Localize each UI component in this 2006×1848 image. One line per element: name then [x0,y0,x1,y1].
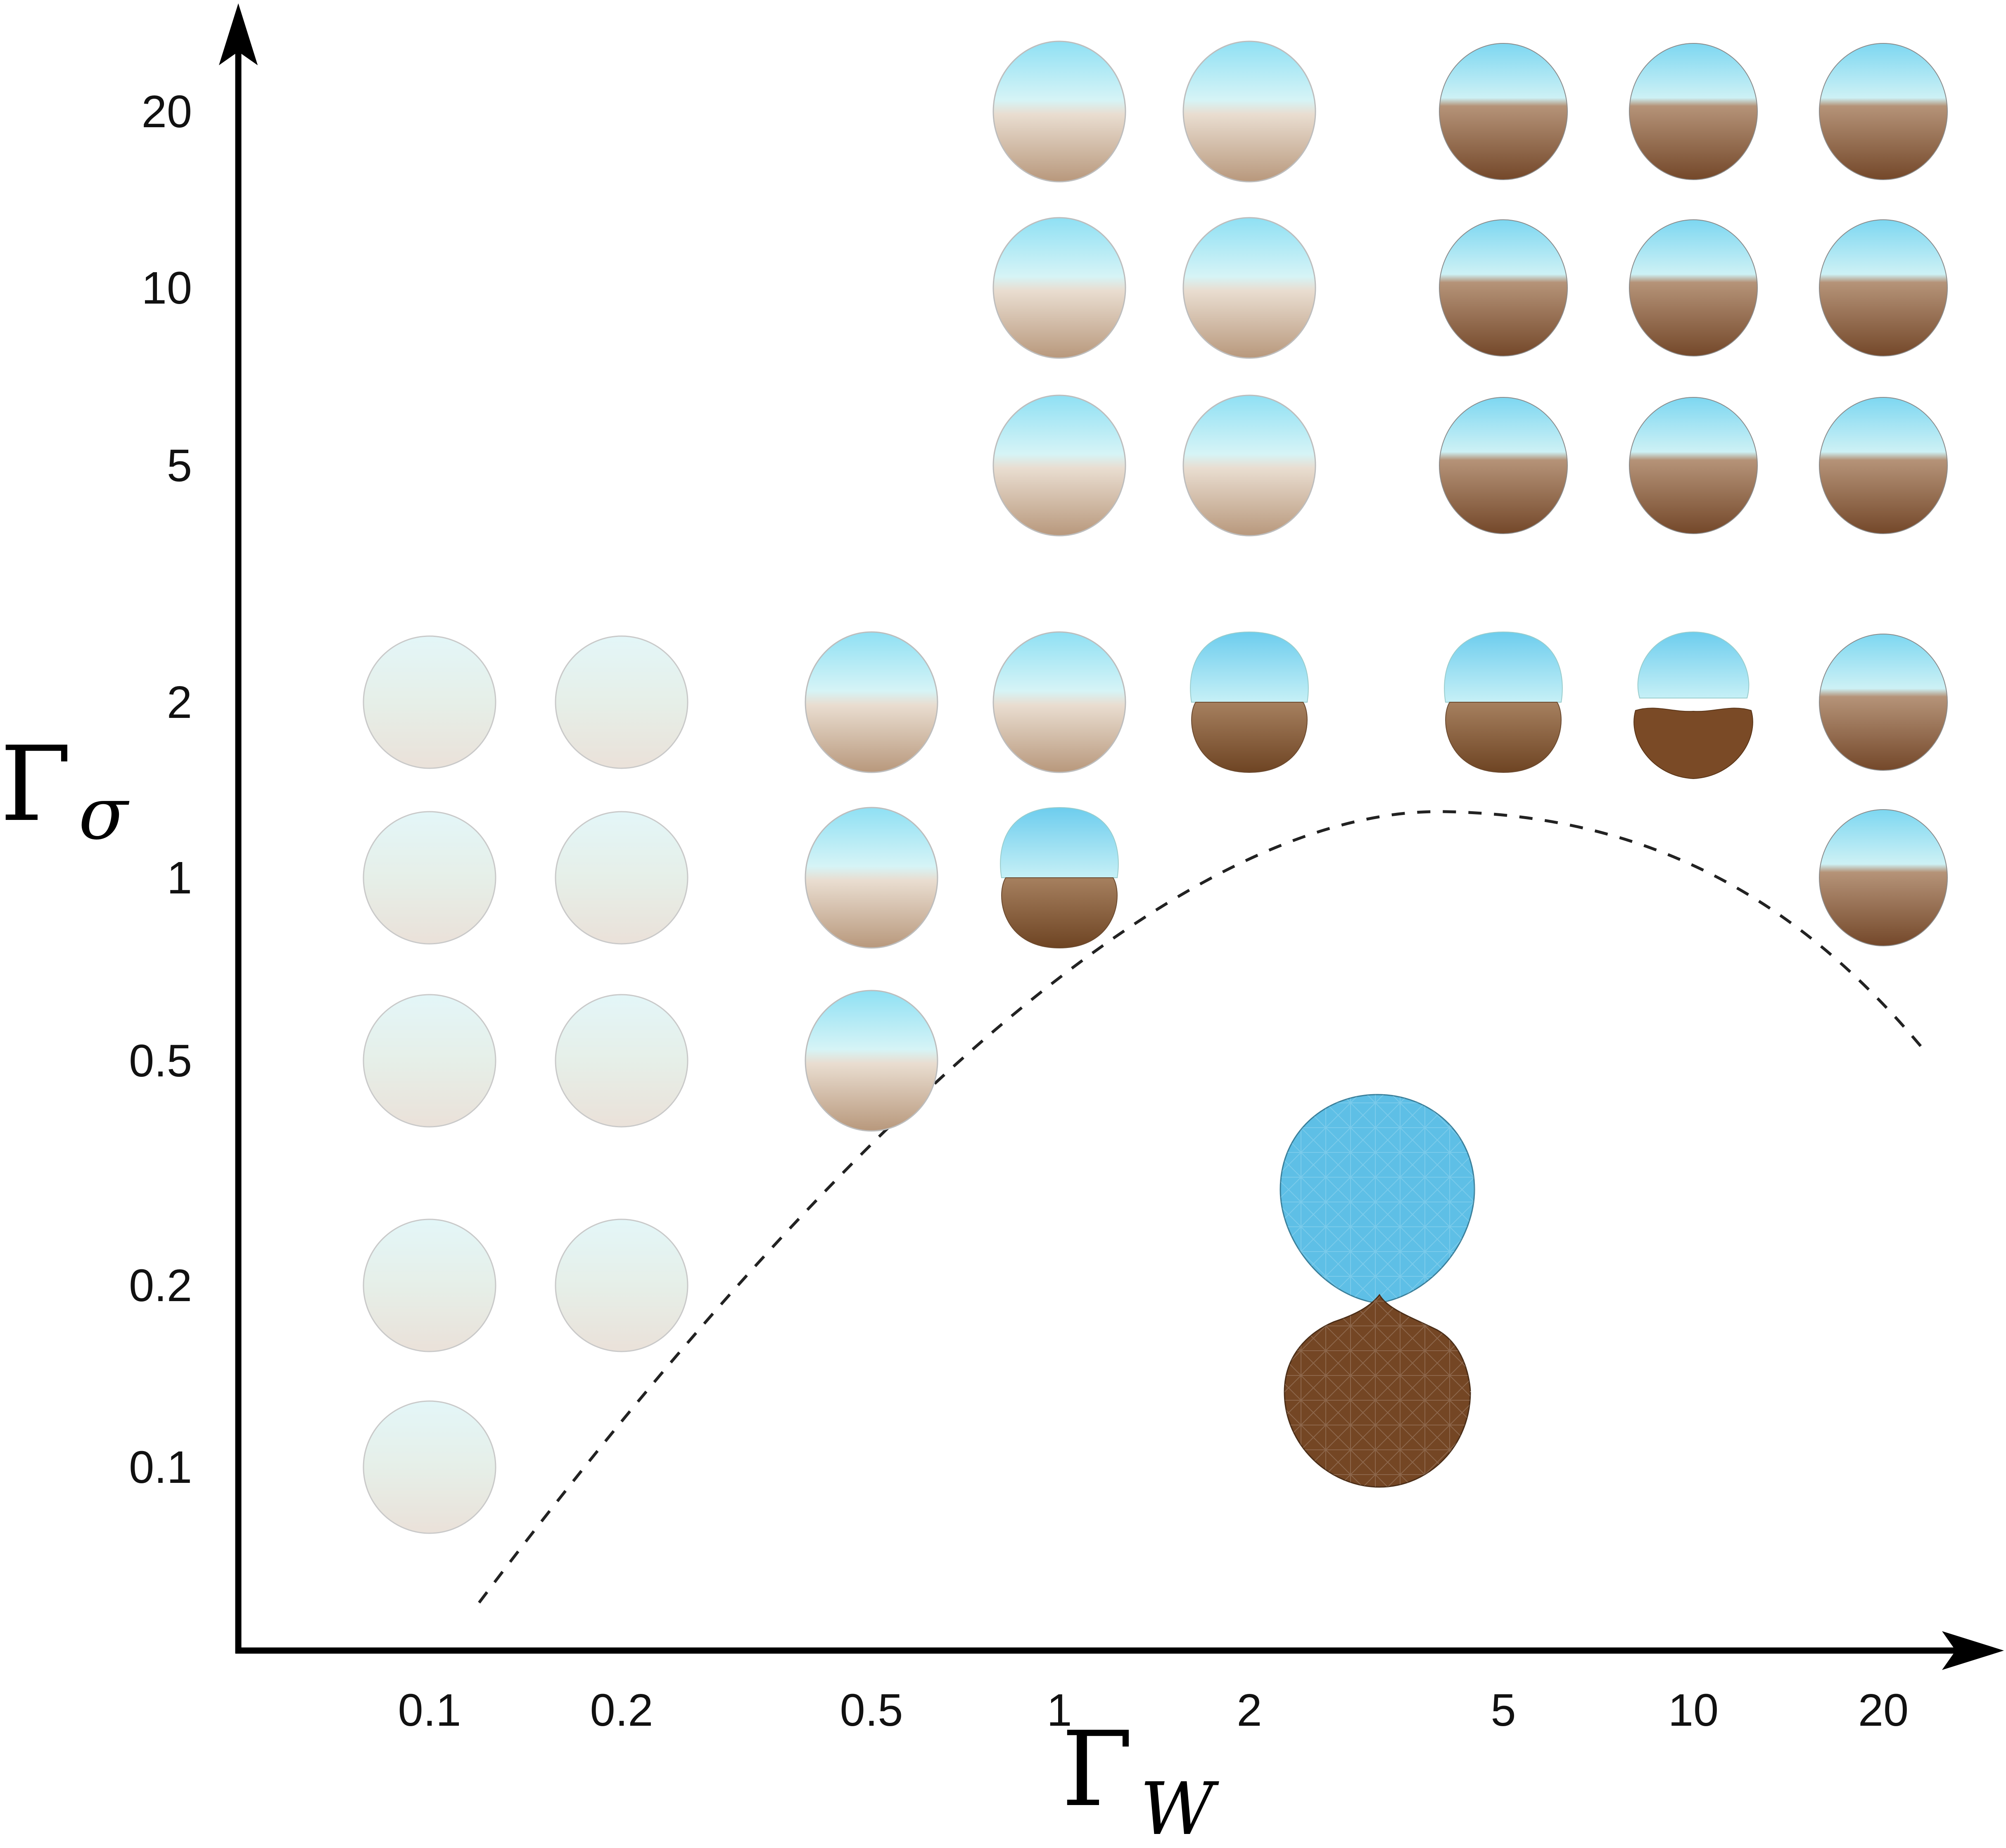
x-axis-subscript: W [1140,1767,1219,1848]
y-tick-label: 10 [142,263,192,314]
droplet-separated [1819,809,1948,946]
x-tick-label: 1 [1047,1685,1072,1736]
droplet-mixed [363,811,496,945]
droplet-mixed [555,994,688,1128]
droplet-partial [992,217,1126,359]
droplet-separated [1439,43,1568,180]
y-axis-arrowhead [219,3,258,65]
droplet-partial [1182,40,1316,183]
droplet-necked [1444,631,1563,773]
y-axis-title: Γ [0,724,71,844]
x-axis-arrowhead [1942,1631,2004,1670]
droplet-separated [1819,397,1948,534]
droplet-mixed [363,635,496,769]
droplet-separated [1629,397,1758,534]
droplet-mixed [363,1400,496,1534]
droplet-separated [1629,219,1758,356]
y-tick-label: 20 [142,86,192,137]
droplet-necked [1000,807,1119,949]
x-tick-label: 0.2 [590,1685,653,1736]
y-axis-subscript: σ [78,772,130,856]
y-tick-label: 1 [167,853,192,903]
droplet-separated [1819,43,1948,180]
droplet-mixed [363,1219,496,1352]
droplet-partial [992,631,1126,773]
x-tick-label: 2 [1237,1685,1262,1736]
x-tick-labels: 0.1 0.2 0.5 1 2 5 10 20 [398,1685,1909,1736]
y-tick-label: 2 [167,677,192,728]
droplet-partial [992,40,1126,183]
droplet-partial [805,807,938,949]
droplet-partial [1182,394,1316,537]
droplet-necked [1190,631,1309,773]
x-tick-label: 20 [1858,1685,1909,1736]
droplet-partial [1182,217,1316,359]
droplet-grid [363,40,1948,1534]
droplet-separated [1629,43,1758,180]
droplet-partial [805,631,938,773]
droplet-mixed [555,1219,688,1352]
y-tick-label: 0.5 [129,1036,192,1086]
droplet-separated [1439,219,1568,356]
droplet-mixed [555,635,688,769]
x-axis-title: Γ [1061,1709,1133,1829]
x-tick-label: 5 [1491,1685,1516,1736]
x-tick-label: 0.5 [840,1685,903,1736]
droplet-mixed [363,994,496,1128]
droplet-separated [1819,634,1948,771]
x-tick-label: 10 [1668,1685,1719,1736]
y-tick-label: 0.2 [129,1260,192,1311]
y-tick-label: 5 [167,440,192,491]
droplet-split [1633,631,1753,779]
droplet-partial [992,394,1126,537]
droplet-separated [1819,219,1948,356]
droplet-mixed [555,811,688,945]
droplet-separated [1439,397,1568,534]
example-split-droplet [1280,1094,1475,1488]
x-tick-label: 0.1 [398,1685,461,1736]
y-tick-labels: 20 10 5 2 1 0.5 0.2 0.1 [129,86,192,1493]
droplet-partial [805,990,938,1132]
y-tick-label: 0.1 [129,1442,192,1493]
phase-boundary-curve [478,810,1928,1604]
